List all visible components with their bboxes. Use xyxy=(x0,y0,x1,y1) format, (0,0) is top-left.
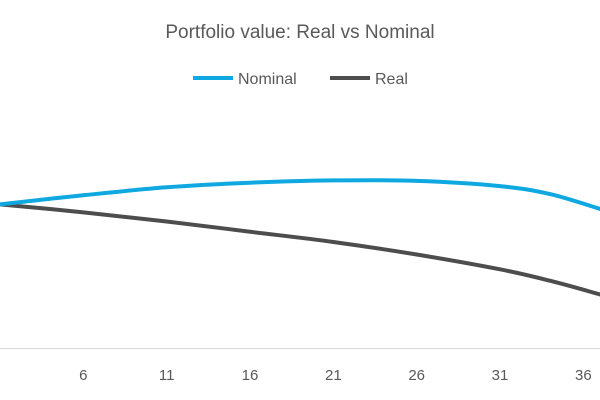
legend-item-real: Real xyxy=(330,71,408,88)
legend-label-nominal: Nominal xyxy=(238,71,297,88)
x-tick-label: 11 xyxy=(159,367,175,384)
legend-item-nominal: Nominal xyxy=(193,71,297,88)
x-tick-label: 36 xyxy=(575,367,592,384)
legend-label-real: Real xyxy=(375,71,408,88)
x-tick-label: 21 xyxy=(325,367,342,384)
series-line-real xyxy=(0,202,600,297)
x-axis: 6 11 16 21 26 31 36 xyxy=(0,348,600,384)
x-tick-label: 16 xyxy=(242,367,259,384)
chart-title: Portfolio value: Real vs Nominal xyxy=(165,22,434,43)
x-tick-label: 31 xyxy=(492,367,509,384)
series-line-nominal xyxy=(0,178,600,211)
legend: Nominal Real xyxy=(193,71,408,88)
plot-area xyxy=(0,178,600,297)
x-tick-label: 6 xyxy=(79,367,87,384)
x-tick-label: 26 xyxy=(408,367,425,384)
